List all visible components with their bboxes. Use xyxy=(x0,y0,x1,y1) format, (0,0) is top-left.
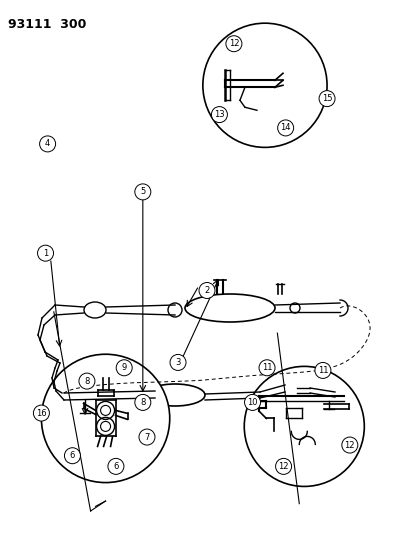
Text: 8: 8 xyxy=(140,398,145,407)
Text: 2: 2 xyxy=(204,286,209,295)
Text: 16: 16 xyxy=(36,409,47,417)
Text: 6: 6 xyxy=(70,451,75,460)
Circle shape xyxy=(225,36,241,52)
Text: 4: 4 xyxy=(45,140,50,148)
Text: 5: 5 xyxy=(140,188,145,196)
Circle shape xyxy=(108,458,123,474)
Text: 14: 14 xyxy=(280,124,290,132)
Text: 11: 11 xyxy=(261,364,272,372)
Circle shape xyxy=(341,437,357,453)
Text: 15: 15 xyxy=(321,94,332,103)
Text: 6: 6 xyxy=(113,462,118,471)
Circle shape xyxy=(33,405,49,421)
Text: 10: 10 xyxy=(247,398,257,407)
Text: 9: 9 xyxy=(121,364,126,372)
Circle shape xyxy=(290,86,298,94)
Circle shape xyxy=(170,354,185,370)
Text: 93111  300: 93111 300 xyxy=(8,18,86,31)
Circle shape xyxy=(40,136,55,152)
Text: 3: 3 xyxy=(175,358,180,367)
Circle shape xyxy=(199,282,214,298)
Circle shape xyxy=(244,366,363,487)
Text: 8: 8 xyxy=(84,377,89,385)
Circle shape xyxy=(64,448,80,464)
Circle shape xyxy=(259,360,274,376)
Circle shape xyxy=(139,429,154,445)
Text: 11: 11 xyxy=(317,366,328,375)
Circle shape xyxy=(38,245,53,261)
Circle shape xyxy=(135,394,150,410)
Circle shape xyxy=(314,362,330,378)
Circle shape xyxy=(202,23,326,148)
Text: 12: 12 xyxy=(344,441,354,449)
Text: 13: 13 xyxy=(214,110,224,119)
Circle shape xyxy=(318,91,334,107)
Text: 1: 1 xyxy=(43,249,48,257)
Text: 12: 12 xyxy=(278,462,288,471)
Circle shape xyxy=(116,360,132,376)
Circle shape xyxy=(41,354,169,482)
Circle shape xyxy=(135,184,150,200)
Text: 12: 12 xyxy=(228,39,239,48)
Circle shape xyxy=(244,394,260,410)
Circle shape xyxy=(277,120,293,136)
Text: 7: 7 xyxy=(144,433,149,441)
Circle shape xyxy=(275,458,291,474)
Circle shape xyxy=(211,107,227,123)
Circle shape xyxy=(79,373,95,389)
